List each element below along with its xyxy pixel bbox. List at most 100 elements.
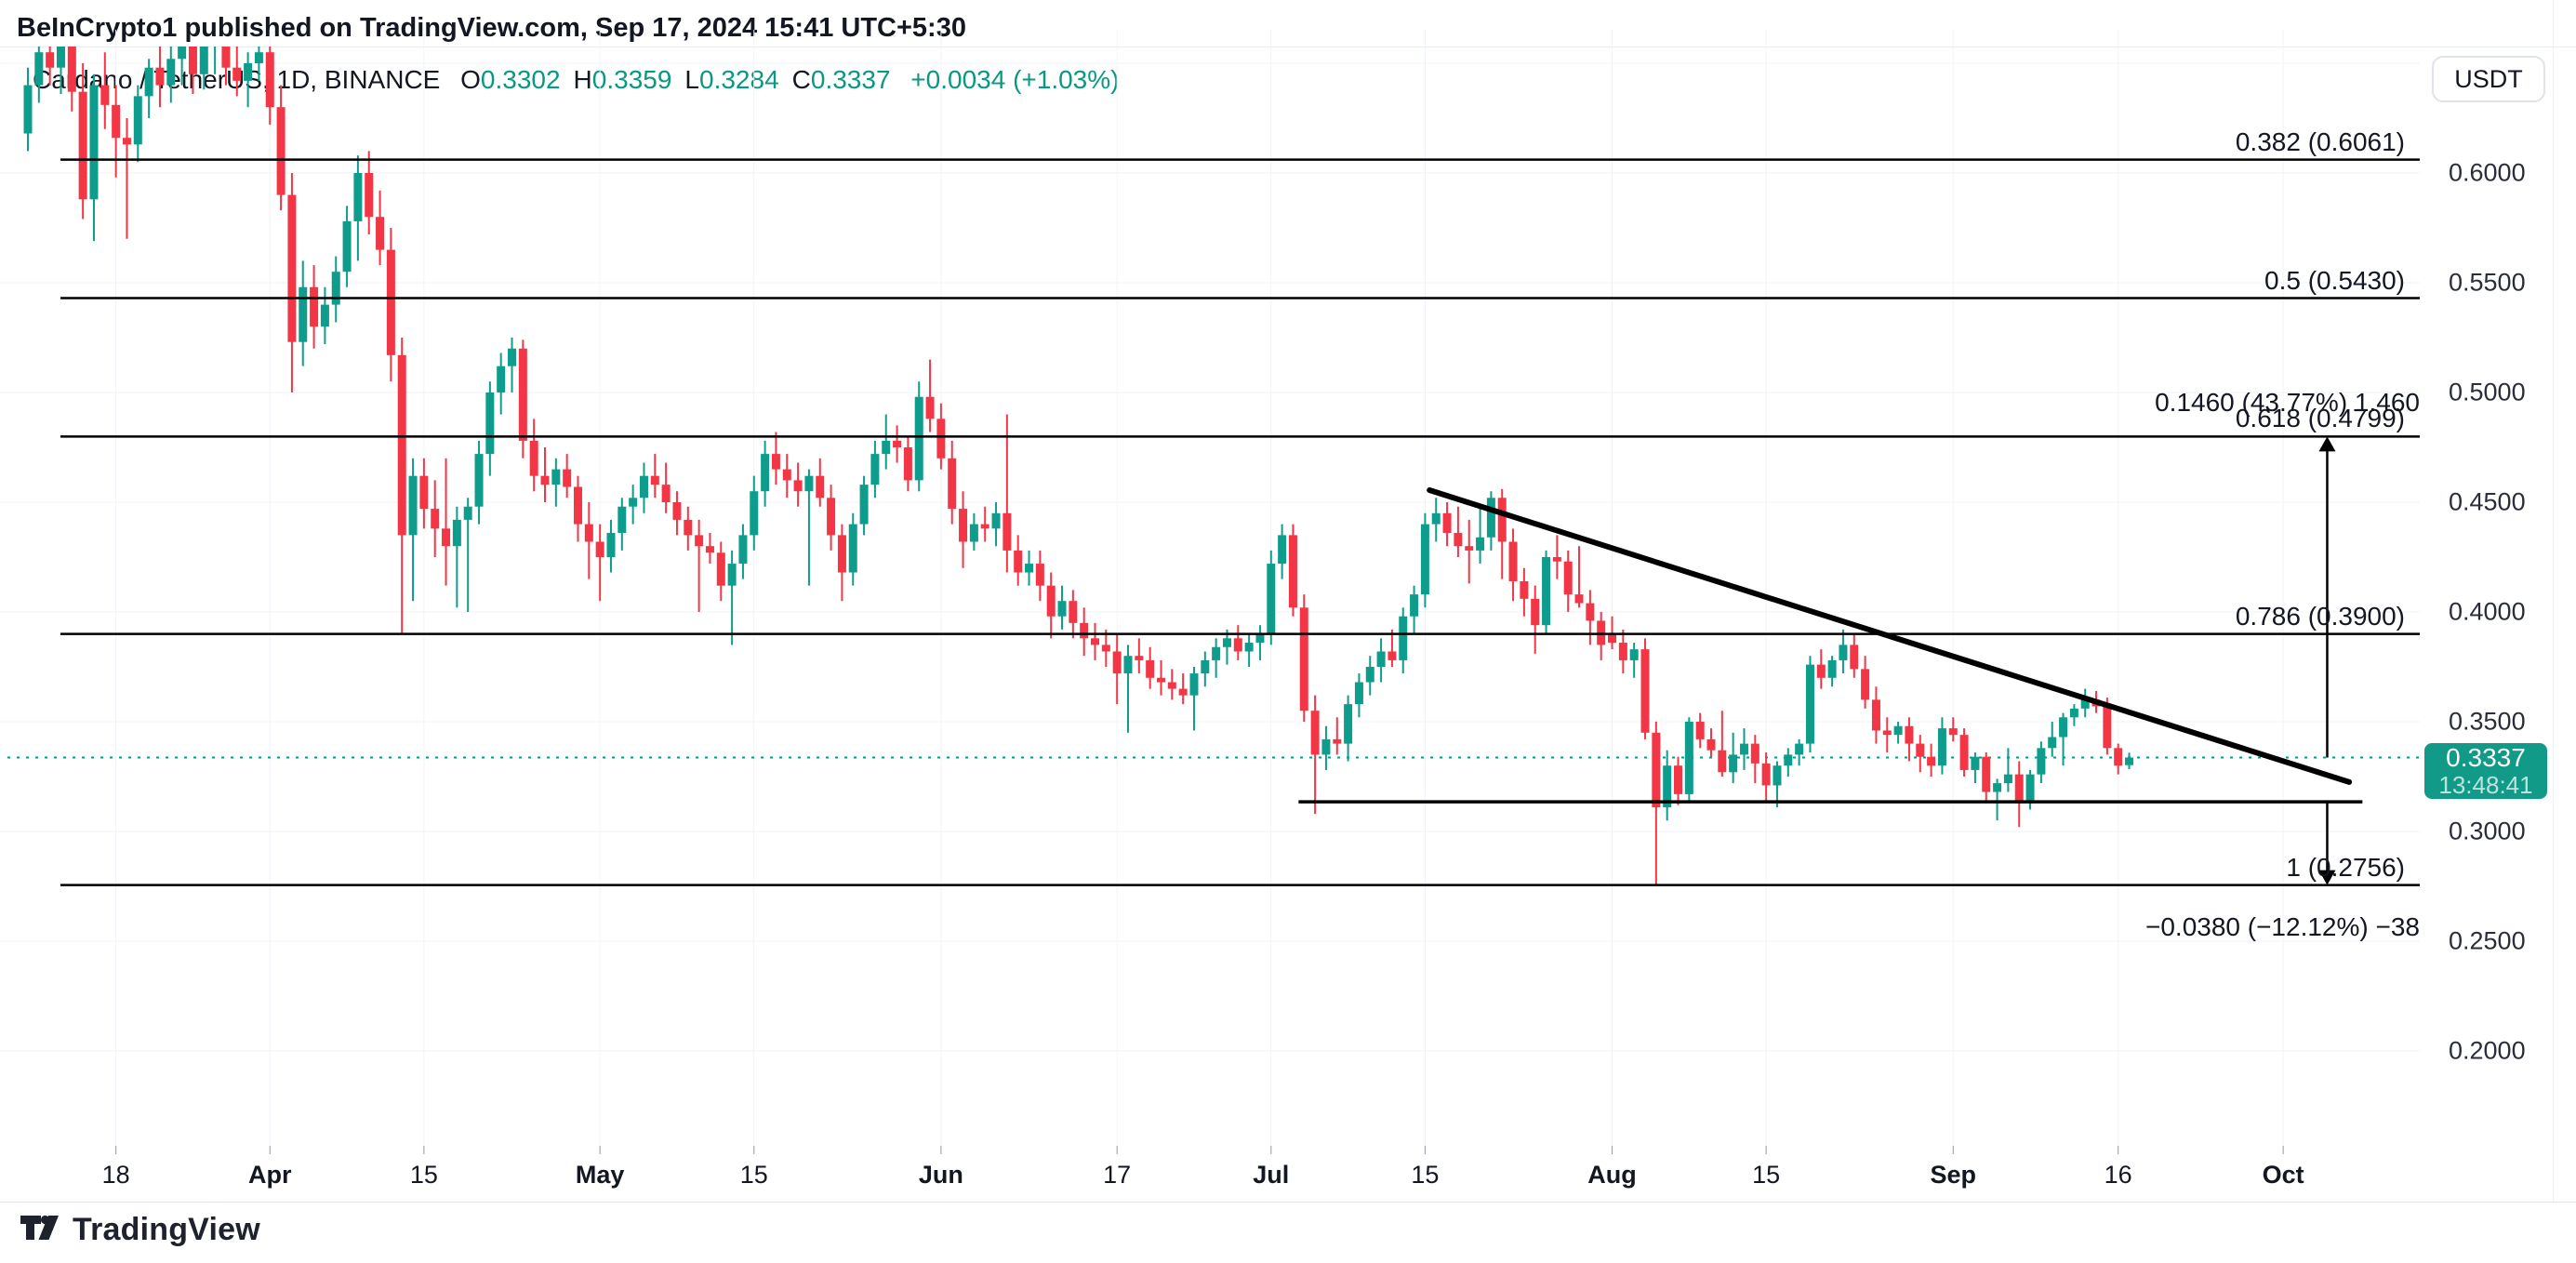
candle-body (386, 249, 395, 355)
candle-body (1420, 524, 1429, 595)
candle-body (782, 469, 791, 481)
candle-body (331, 272, 340, 305)
candle-body (1035, 564, 1044, 586)
time-axis-label: Jul (1253, 1161, 1290, 1189)
candle-body (1454, 533, 1463, 547)
candle-body (1069, 601, 1078, 623)
candle-body (1882, 730, 1892, 736)
candle-body (1927, 756, 1936, 766)
time-axis-label: Jun (918, 1161, 963, 1189)
time-axis[interactable] (0, 1147, 2553, 1201)
candle-body (1706, 738, 1716, 751)
time-axis-label: 17 (1103, 1161, 1132, 1189)
candle-body (1388, 651, 1397, 660)
candle-body (639, 475, 648, 499)
candle-body (2048, 737, 2057, 749)
last-price-label: 0.3337 13:48:41 (2424, 743, 2547, 799)
candle-body (969, 524, 978, 542)
candle-body (1003, 512, 1012, 551)
candle-body (1365, 667, 1374, 683)
candle-body (1982, 756, 1991, 792)
time-axis-label: 16 (2104, 1161, 2132, 1189)
candle-body (1321, 738, 1331, 755)
candle-body (419, 475, 429, 510)
candle-body (1344, 704, 1353, 744)
candle-body (353, 173, 363, 221)
candle-body (244, 63, 253, 81)
candle-body (650, 475, 659, 485)
time-axis-label: May (575, 1161, 625, 1189)
time-axis-label: 15 (409, 1161, 438, 1189)
candle-body (771, 454, 780, 470)
candle-body (617, 506, 627, 534)
candle-body (166, 59, 176, 86)
tradingview-logo[interactable]: TradingView (19, 1212, 260, 1248)
candle-body (1552, 557, 1561, 562)
candle-body (299, 286, 308, 342)
candle-body (67, 47, 76, 92)
footer-divider (0, 1202, 2576, 1203)
candle-body (1773, 765, 1782, 786)
measurement-label: −0.0380 (−12.12%) −38 (2144, 911, 2420, 941)
candle-body (584, 524, 593, 542)
candle-body (1586, 603, 1595, 621)
tradingview-logo-text: TradingView (73, 1212, 260, 1247)
candle-body (1916, 743, 1925, 757)
candle-body (1267, 564, 1276, 634)
time-axis-label: Aug (1587, 1161, 1637, 1189)
legend-ohlc-key: O (460, 65, 481, 94)
candle-body (903, 447, 912, 481)
candle-body (1310, 711, 1320, 755)
currency-toggle-button[interactable]: USDT (2432, 56, 2545, 102)
price-axis-label: 0.2500 (2449, 926, 2526, 955)
candle-body (497, 366, 506, 392)
candle-body (211, 34, 219, 46)
descending-trendline (1427, 487, 2353, 785)
time-axis-label: 15 (1411, 1161, 1440, 1189)
candle-body (672, 502, 682, 520)
candle-body (1948, 728, 1958, 736)
candle-body (1520, 580, 1529, 599)
candle-body (2003, 774, 2012, 784)
candle-body (100, 85, 110, 105)
candle-body (870, 454, 880, 485)
candle-body (563, 469, 572, 487)
candle-body (936, 419, 946, 459)
candle-body (1057, 601, 1067, 617)
price-axis[interactable] (2427, 0, 2553, 1202)
candle-body (684, 519, 693, 536)
candle-body (78, 91, 87, 200)
candle-body (1739, 743, 1748, 755)
candle-body (606, 533, 616, 557)
legend-ohlc-value: 0.3359 (591, 65, 672, 94)
fib-level-label: 0.786 (0.3900) (2235, 601, 2405, 631)
bar-countdown: 13:48:41 (2438, 771, 2533, 800)
candle-body (485, 392, 495, 455)
candle-body (1112, 651, 1122, 674)
candle-body (1014, 550, 1023, 573)
candle-body (2125, 757, 2134, 765)
candle-body (727, 564, 737, 586)
candle-body (1761, 763, 1771, 786)
candle-body (1288, 535, 1297, 608)
candle-body (595, 541, 604, 557)
candle-body (1827, 659, 1837, 678)
candle-body (122, 138, 131, 145)
candle-body (34, 52, 44, 86)
candle-body (629, 498, 638, 507)
candle-body (1674, 765, 1682, 794)
candle-body (1937, 728, 1946, 766)
price-axis-label: 0.6000 (2449, 158, 2526, 187)
candle-body (893, 440, 902, 447)
candle-body (1486, 498, 1495, 538)
candle-body (56, 47, 65, 68)
candle-body (661, 485, 671, 502)
candle-body (1333, 738, 1342, 744)
candle-body (793, 480, 803, 492)
candle-body (2069, 708, 2078, 718)
candle-body (859, 485, 869, 525)
candle-body (1497, 498, 1507, 542)
candle-body (1222, 638, 1231, 647)
candle-body (848, 524, 857, 573)
